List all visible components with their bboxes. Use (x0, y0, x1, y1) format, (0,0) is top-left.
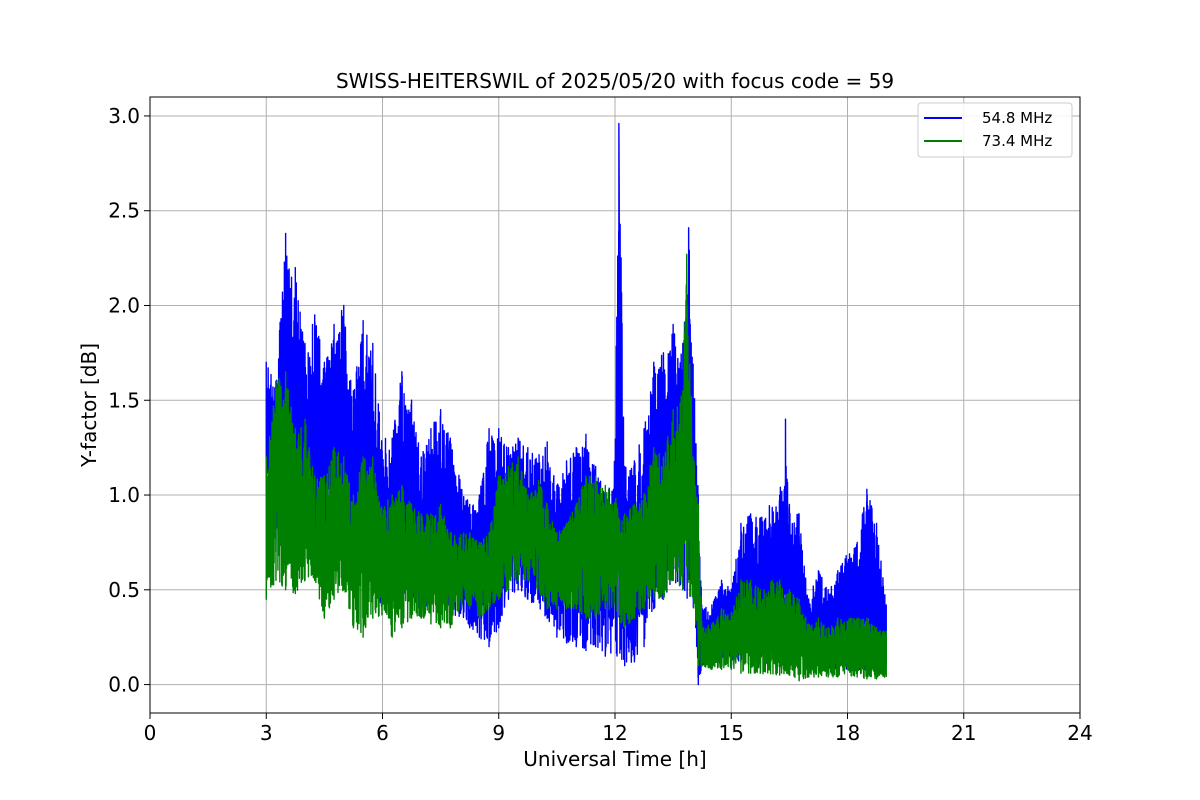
x-tick-label: 9 (492, 721, 505, 745)
x-tick-label: 6 (376, 721, 389, 745)
x-tick-label: 21 (951, 721, 976, 745)
y-axis: 0.0 0.5 1.0 1.5 2.0 2.5 3.0 (108, 104, 150, 697)
y-tick-label: 1.0 (108, 483, 140, 507)
x-tick-label: 3 (260, 721, 273, 745)
legend-box (917, 102, 1073, 158)
x-tick-label: 24 (1067, 721, 1092, 745)
y-tick-label: 2.0 (108, 293, 140, 317)
x-tick-label: 15 (719, 721, 744, 745)
x-tick-label: 18 (835, 721, 860, 745)
series-layer (265, 122, 887, 686)
x-tick-label: 0 (144, 721, 157, 745)
legend-label-54-8mhz: 54.8 MHz (982, 109, 1052, 127)
x-axis: 0 3 6 9 12 15 18 21 24 (144, 713, 1093, 745)
y-tick-label: 2.5 (108, 199, 140, 223)
legend-label-73-4mhz: 73.4 MHz (982, 132, 1052, 150)
series-line-73-4-mhz (265, 253, 887, 682)
x-axis-label: Universal Time [h] (523, 747, 706, 771)
y-tick-label: 3.0 (108, 104, 140, 128)
legend: 54.8 MHz 73.4 MHz (917, 102, 1073, 158)
y-axis-label: Y-factor [dB] (77, 343, 101, 468)
y-tick-label: 0.0 (108, 673, 140, 697)
y-tick-label: 1.5 (108, 388, 140, 412)
x-tick-label: 12 (602, 721, 627, 745)
chart-title: SWISS-HEITERSWIL of 2025/05/20 with focu… (336, 69, 894, 93)
y-tick-label: 0.5 (108, 578, 140, 602)
